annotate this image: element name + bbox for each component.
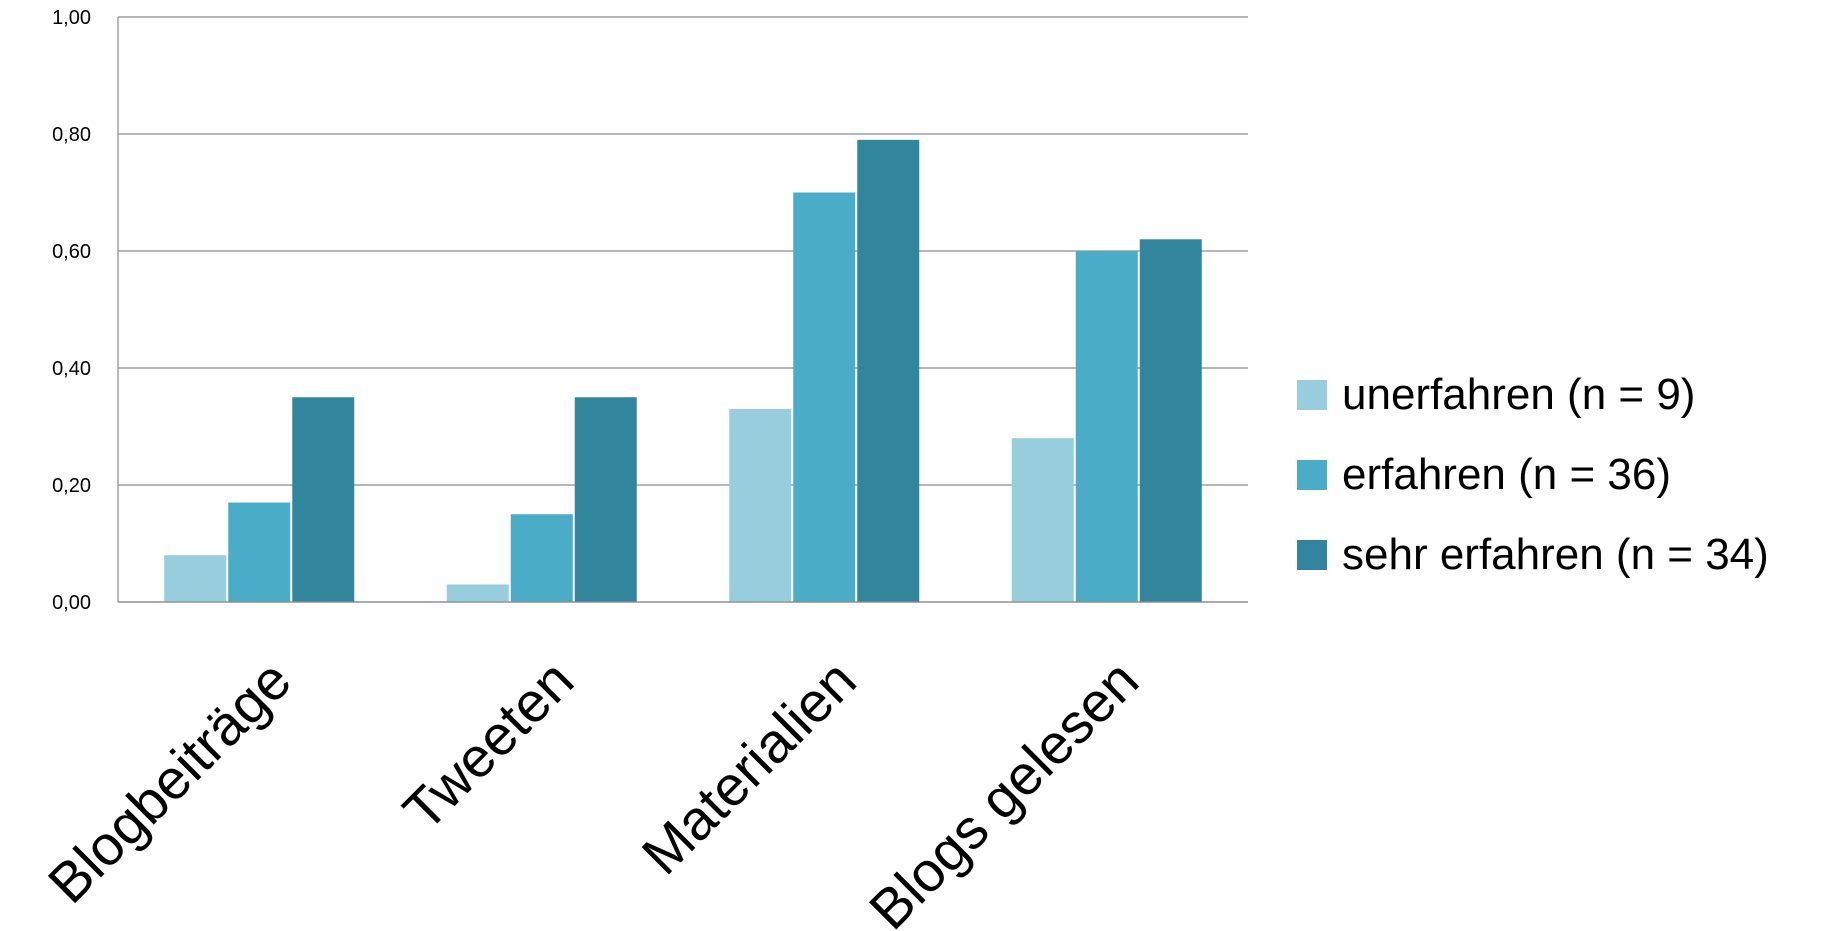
y-axis-tick-labels: 0,00 0,20 0,40 0,60 0,80 1,00 xyxy=(52,7,91,614)
y-tick-label: 0,00 xyxy=(52,592,91,614)
x-category-label: Tweeten xyxy=(391,648,585,842)
legend-label: erfahren (n = 36) xyxy=(1342,450,1671,499)
x-category-label: Materialien xyxy=(630,648,868,886)
bar-3-2 xyxy=(574,397,637,602)
x-category-label: Blogs gelesen xyxy=(857,648,1150,931)
x-category-label: Blogbeiträge xyxy=(36,648,303,915)
legend-swatch xyxy=(1297,540,1327,570)
bar-1-4 xyxy=(1011,438,1074,602)
y-tick-label: 1,00 xyxy=(52,7,91,29)
legend-label: unerfahren (n = 9) xyxy=(1342,370,1695,419)
bar-2-4 xyxy=(1075,251,1138,602)
bar-1-2 xyxy=(446,584,509,602)
bar-1-1 xyxy=(164,555,227,602)
legend-label: sehr erfahren (n = 34) xyxy=(1342,530,1769,579)
bar-2-2 xyxy=(510,514,573,602)
bar-1-3 xyxy=(729,408,792,602)
bar-3-3 xyxy=(857,139,920,602)
legend: unerfahren (n = 9) erfahren (n = 36) sehr … xyxy=(1297,370,1769,579)
y-tick-label: 0,40 xyxy=(52,358,91,380)
bar-3-1 xyxy=(292,397,355,602)
legend-swatch xyxy=(1297,460,1327,490)
y-tick-label: 0,80 xyxy=(52,124,91,146)
legend-swatch xyxy=(1297,380,1327,410)
y-tick-label: 0,60 xyxy=(52,241,91,263)
bar-2-3 xyxy=(793,192,856,602)
bar-2-1 xyxy=(228,502,291,602)
y-tick-label: 0,20 xyxy=(52,475,91,497)
bars xyxy=(164,139,1202,603)
bar-3-4 xyxy=(1139,239,1202,603)
axes xyxy=(117,17,1248,603)
